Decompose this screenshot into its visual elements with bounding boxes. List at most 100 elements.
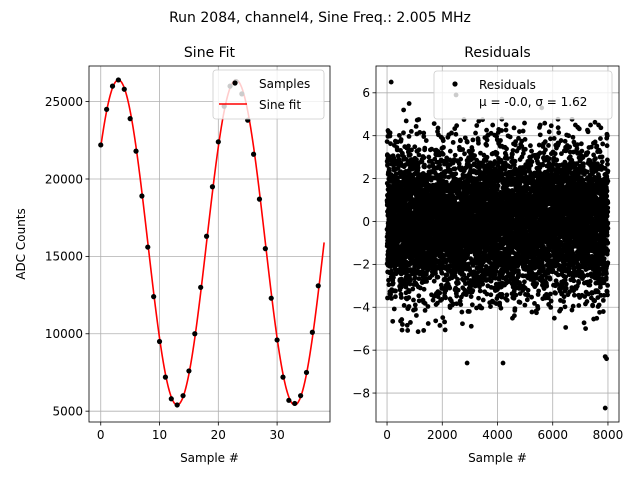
left-xtick-label-0: 0	[97, 428, 105, 442]
residual-point	[480, 281, 486, 287]
sample-point	[151, 294, 157, 300]
residual-point	[454, 301, 459, 307]
residual-point	[429, 146, 434, 152]
residual-point	[462, 151, 467, 157]
residual-point	[476, 140, 481, 146]
sample-point	[109, 83, 116, 89]
residual-point	[406, 289, 412, 295]
residual-point	[474, 123, 480, 128]
residual-point	[495, 183, 501, 189]
residual-point	[477, 288, 483, 294]
residual-point	[435, 274, 441, 280]
residual-point	[438, 166, 443, 172]
left-legend-samples-label: Samples	[259, 77, 310, 91]
residual-point	[387, 168, 392, 174]
residual-point	[452, 166, 458, 172]
residual-point	[404, 322, 410, 328]
residual-point	[507, 134, 513, 140]
residual-point	[422, 164, 427, 170]
left-plot-area	[89, 66, 330, 422]
residual-point	[484, 154, 490, 160]
residual-point	[483, 264, 489, 269]
residual-point	[414, 313, 419, 318]
residual-point	[405, 328, 411, 333]
residual-point	[450, 301, 456, 307]
residual-point	[417, 130, 423, 135]
residual-point	[473, 130, 478, 136]
residual-point	[391, 306, 397, 312]
residual-point	[476, 295, 481, 301]
residual-point	[399, 317, 405, 322]
sample-point	[121, 86, 127, 92]
residual-point	[443, 295, 448, 301]
residual-point	[410, 286, 416, 292]
residual-point	[453, 131, 459, 137]
residual-point	[484, 291, 490, 297]
residual-point	[393, 288, 398, 294]
figure-suptitle: Run 2084, channel4, Sine Freq.: 2.005 MH…	[169, 10, 471, 26]
residual-point	[464, 139, 470, 145]
residual-point	[511, 313, 517, 319]
residual-point	[426, 154, 432, 160]
residual-point	[408, 129, 414, 134]
sample-point	[168, 396, 174, 402]
residual-point	[454, 293, 460, 299]
sample-point	[215, 139, 221, 145]
residual-point	[437, 323, 443, 328]
residual-point	[401, 303, 407, 308]
residual-point	[454, 123, 460, 129]
sample-point	[180, 393, 186, 399]
left-grid	[89, 66, 330, 422]
residual-point	[476, 118, 482, 124]
residual-point	[396, 132, 402, 138]
residual-point	[462, 135, 468, 141]
left-legend-box	[212, 69, 325, 120]
residual-point	[455, 280, 461, 286]
residual-point	[458, 156, 464, 162]
residual-point	[440, 315, 446, 320]
sample-point	[256, 196, 263, 202]
residual-point	[422, 145, 428, 151]
residual-point	[398, 137, 404, 142]
residual-point	[422, 308, 428, 313]
residual-point	[391, 275, 396, 280]
residual-point	[408, 277, 413, 283]
residual-point	[479, 305, 485, 311]
residual-point	[393, 294, 398, 300]
sample-point	[268, 295, 274, 301]
left-chart: Sine Fit 0 10 20 30 50001000015000200002500…	[14, 45, 331, 465]
right-residuals-series	[384, 79, 611, 411]
residual-point	[434, 300, 440, 306]
residual-point	[504, 146, 509, 152]
left-legend: Samples Sine fit	[212, 69, 325, 120]
residual-point	[411, 197, 417, 202]
left-sine-fit-series	[99, 79, 325, 406]
residual-point	[472, 153, 478, 159]
residual-point	[433, 318, 439, 324]
residual-point	[444, 272, 450, 278]
residual-point	[513, 292, 519, 298]
residual-point	[412, 144, 418, 150]
residual-point	[442, 174, 448, 179]
residual-point	[512, 158, 518, 164]
sample-point	[104, 106, 110, 112]
residual-point	[421, 328, 427, 333]
residual-point	[406, 295, 412, 300]
right-chart: Residuals 0 2000 4000 6000 8000 −8−6−4−20246…	[352, 45, 623, 465]
residual-point	[431, 121, 437, 126]
sample-point	[280, 374, 286, 380]
residual-point	[406, 304, 412, 309]
sample-point	[298, 393, 304, 399]
sample-point	[286, 397, 292, 403]
residual-point	[424, 278, 430, 284]
residual-point	[416, 147, 422, 153]
residual-point	[389, 295, 394, 301]
residual-point	[415, 165, 421, 171]
residual-point	[505, 156, 510, 161]
residual-point	[447, 148, 453, 154]
residual-point	[426, 164, 432, 169]
residual-point	[490, 122, 496, 128]
left-xlabel: Sample #	[180, 451, 239, 465]
residual-point	[437, 290, 443, 296]
